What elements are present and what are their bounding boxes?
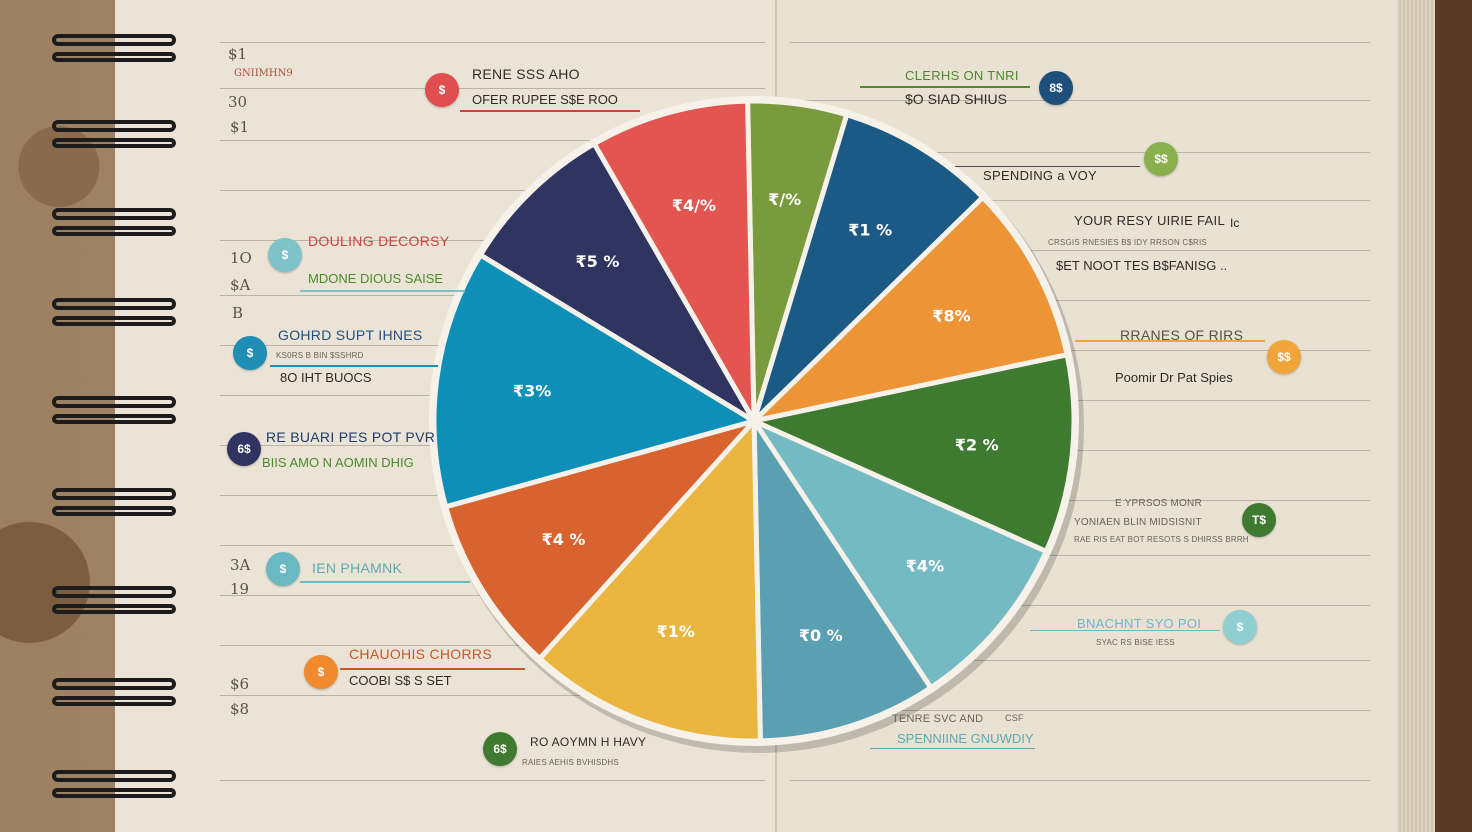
- pie-slice-label: ₹0 %: [799, 626, 843, 645]
- annotation-title: E YPRSOS MONR: [1115, 498, 1202, 509]
- pie-slice: [537, 418, 763, 744]
- annotation-title: BNACHNT SYO POI: [1077, 616, 1202, 631]
- annotation-badge: $: [233, 336, 267, 370]
- margin-number: GNIIMHN9: [234, 68, 293, 79]
- pie-slice: [751, 194, 1070, 424]
- annotation-badge: $$: [1144, 142, 1178, 176]
- leader-line: [1075, 340, 1265, 342]
- annotation-title: DOULING DECORSY: [308, 233, 450, 249]
- annotation-title: CHAUOHIS CHORRS: [349, 646, 492, 662]
- pie-slice: [751, 112, 986, 424]
- annotation-tiny: KS0RS B BIN $SSHRD: [276, 351, 364, 360]
- annotation-badge: $: [425, 73, 459, 107]
- annotation-badge: 6$: [483, 732, 517, 766]
- annotation-badge-text: Ic: [1230, 216, 1240, 230]
- leader-line: [955, 166, 1140, 167]
- annotation-tiny: YONIAEN BLIN MIDSISNIT: [1074, 517, 1202, 528]
- annotation-title: GOHRD SUPT IHNES: [278, 327, 423, 343]
- margin-number: 30: [228, 93, 248, 111]
- annotation-title: IEN PHAMNK: [312, 560, 403, 576]
- pie-slice: [591, 98, 757, 424]
- annotation-sub: $O SIAD SHIUS: [905, 91, 1007, 107]
- annotation-tiny: SYAC RS BISE IESS: [1096, 638, 1175, 647]
- margin-number: 19: [230, 580, 250, 598]
- annotation-sub: 8O IHT BUOCS: [280, 370, 372, 385]
- pie-slice: [477, 141, 757, 424]
- leader-line: [300, 290, 465, 292]
- annotation-title: RE BUARI PES POT PVR: [266, 429, 436, 445]
- annotation-tiny: RAIES AEHIS BVHISDHS: [522, 758, 619, 767]
- annotation-sub: RAE RIS EAT BOT RESOTS S DHIRSS BRRH: [1074, 535, 1249, 544]
- margin-number: $6: [230, 675, 250, 693]
- annotation-badge: T$: [1242, 503, 1276, 537]
- annotation-extra: CSF: [1005, 713, 1024, 723]
- annotation-badge: 6$: [227, 432, 261, 466]
- pie-slice: [431, 252, 757, 510]
- leader-line: [340, 668, 525, 670]
- pie-slice-label: ₹4 %: [542, 530, 586, 549]
- annotation-sub: BIIS AMO N AOMIN DHIG: [262, 455, 414, 470]
- annotation-badge: $: [304, 655, 338, 689]
- leader-line: [870, 748, 1035, 749]
- pie-slice: [751, 418, 934, 744]
- pie-slice-label: ₹3%: [513, 381, 551, 400]
- annotation-sub: COOBI S$ S SET: [349, 673, 452, 688]
- page-edge: [1397, 0, 1435, 832]
- pie-slice: [751, 418, 1049, 691]
- annotation-badge: $: [266, 552, 300, 586]
- annotation-sub: MDONE DIOUS SAISE: [308, 271, 444, 286]
- annotation-title: YOUR RESY UIRIE FAIL: [1074, 213, 1225, 228]
- pie-slice-label: ₹/%: [768, 190, 801, 209]
- annotation-badge: $: [1223, 610, 1257, 644]
- pie-slice: [443, 418, 757, 662]
- annotation-title: RENE SSS AHO: [472, 66, 580, 82]
- pie-slice-label: ₹1%: [657, 622, 695, 641]
- annotation-title: SPENDING a VOY: [983, 168, 1098, 183]
- leader-line: [860, 86, 1030, 88]
- pie-slice-label: ₹2 %: [955, 436, 999, 455]
- leader-line: [1030, 630, 1220, 631]
- pie-slice: [751, 352, 1077, 554]
- annotation-title: CLERHS ON TNRI: [905, 68, 1019, 83]
- annotation-sub: SPENNIINE GNUWDIY: [897, 731, 1034, 746]
- annotation-sub: $ET NOOT TES B$FANISG ..: [1056, 258, 1228, 273]
- margin-number: $1: [228, 45, 248, 63]
- annotation-title: RO AOYMN H HAVY: [530, 735, 647, 749]
- annotation-badge: $: [268, 238, 302, 272]
- margin-number: B: [232, 304, 244, 322]
- annotation-title: RRANES OF RIRS: [1120, 327, 1244, 343]
- leader-line: [270, 365, 438, 367]
- margin-number: 1O: [230, 249, 252, 267]
- annotation-title: TENRE SVC AND: [892, 713, 984, 725]
- margin-number: $A: [230, 276, 251, 294]
- annotation-badge: 8$: [1039, 71, 1073, 105]
- margin-number: $8: [230, 700, 250, 718]
- pie-slice-label: ₹8%: [932, 306, 970, 325]
- pie-slice-label: ₹4/%: [672, 196, 716, 215]
- notebook-cover: [1435, 0, 1472, 832]
- leader-line: [300, 581, 470, 583]
- annotation-tiny: CRSGIS RNESIES B$ IDY RRSON C$RIS: [1048, 238, 1207, 247]
- margin-number: $1: [230, 118, 250, 136]
- pie-slice-label: ₹1 %: [848, 221, 892, 240]
- annotation-sub: Poomir Dr Pat Spies: [1115, 370, 1233, 385]
- annotation-badge: $$: [1267, 340, 1301, 374]
- leader-line: [460, 110, 640, 112]
- pie-slice-label: ₹4%: [906, 557, 944, 576]
- pie-slice-label: ₹5 %: [575, 252, 619, 271]
- annotation-sub: OFER RUPEE S$E ROO: [472, 92, 618, 107]
- margin-number: 3A: [230, 556, 251, 574]
